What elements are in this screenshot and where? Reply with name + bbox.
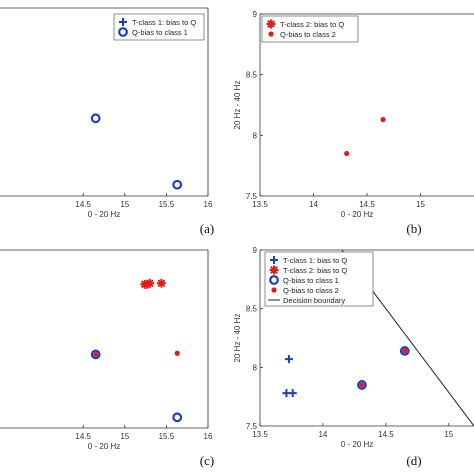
x-tick-label: 15.5: [159, 432, 175, 441]
legend-marker-plus: [119, 18, 127, 26]
legend-box: [113, 13, 205, 41]
data-point-ring: [90, 113, 101, 124]
data-point-plus: [288, 389, 297, 398]
panel-label: (c): [200, 453, 214, 468]
x-tick-label: 13.5: [252, 430, 268, 439]
legend-marker-dot: [271, 287, 277, 293]
data-point-dot: [359, 382, 365, 388]
y-tick-label: 9: [253, 10, 258, 19]
y-axis-label: 20 Hz - 40 Hz: [233, 314, 242, 363]
y-tick-label: 8.5: [246, 305, 258, 314]
data-point-ring: [172, 412, 183, 423]
panel-label: (a): [200, 221, 214, 236]
x-tick-label: 14.5: [75, 432, 91, 441]
x-tick-label: 15: [120, 432, 129, 441]
legend-marker-asterisk: [266, 19, 276, 29]
x-axis-label: 0 - 20 Hz: [341, 440, 373, 449]
legend-marker-ring: [269, 275, 279, 285]
data-point-plus: [284, 355, 293, 364]
panel-label: (b): [406, 221, 421, 236]
legend-label: T-class 1: bias to Q: [283, 256, 347, 265]
data-point-dot: [93, 351, 99, 358]
plot-area: [90, 278, 183, 423]
x-axis-label: 0 - 20 Hz: [341, 210, 373, 219]
legend-box: [261, 15, 359, 43]
legend: T-class 2: bias to QQ-bias to class 2: [261, 15, 359, 43]
y-tick-label: 7.5: [246, 422, 258, 431]
x-tick-label: 14: [318, 430, 327, 439]
y-tick-label: 7.5: [246, 192, 258, 201]
x-tick-label: 15: [416, 200, 425, 209]
x-tick-label: 16: [204, 432, 213, 441]
legend-marker-asterisk: [269, 265, 279, 275]
data-point-asterisk: [156, 278, 166, 288]
data-point-dot: [174, 350, 180, 356]
legend-marker-ring: [118, 27, 128, 37]
data-point-dot: [344, 150, 350, 157]
panel-a: 14.5 15 15.5 16 0 - 20 Hz T-class 1: bias to …: [0, 7, 214, 236]
legend-label: T-class 1: bias to Q: [132, 18, 196, 27]
y-tick-label: 8: [253, 131, 258, 140]
data-point-asterisk: [145, 278, 155, 288]
x-tick-label: 14.5: [359, 200, 375, 209]
legend: T-class 1: bias to QQ-bias to class 1: [113, 13, 205, 41]
legend-box: [264, 251, 374, 307]
legend: T-class 1: bias to QT-class 2: bias to Q…: [264, 251, 374, 307]
legend-label: T-class 2: bias to Q: [283, 266, 347, 275]
x-axis-label: 0 - 20 Hz: [88, 442, 120, 451]
legend-label: Q-bias to class 1: [132, 28, 188, 37]
panel-d: 13.5 14 14.5 15 7.5 8 8.5 9 0 - 20 Hz 20 Hz - 40 …: [233, 246, 474, 468]
data-point-ring: [399, 346, 410, 356]
data-point-dot: [380, 116, 386, 123]
y-axis-label: 20 Hz - 40 Hz: [233, 81, 242, 130]
data-point-ring: [172, 179, 183, 190]
data-point-dot: [402, 348, 408, 354]
x-tick-label: 14.5: [75, 200, 91, 209]
legend-label: Q-bias to class 2: [280, 30, 336, 39]
plot-area: [90, 113, 183, 190]
x-tick-label: 15: [120, 200, 129, 209]
x-tick-label: 16: [204, 200, 213, 209]
legend-label: Q-bias to class 2: [283, 286, 339, 295]
x-tick-label: 13.5: [252, 200, 268, 209]
legend-marker-dot: [268, 31, 274, 37]
legend-label: T-class 2: bias to Q: [280, 20, 344, 29]
legend-marker-plus: [270, 256, 278, 264]
panel-b: 13.5 14 14.5 15 7.5 8 8.5 9 0 - 20 Hz 20 Hz - 40 …: [233, 10, 474, 236]
x-tick-label: 15: [444, 430, 453, 439]
y-tick-label: 8.5: [246, 71, 258, 80]
y-tick-label: 8: [253, 363, 258, 372]
x-tick-label: 14.5: [378, 430, 394, 439]
x-axis-label: 0 - 20 Hz: [88, 210, 120, 219]
panel-c: 14.5 15 15.5 16 0 - 20 Hz (c): [0, 249, 214, 468]
x-tick-label: 14: [309, 200, 318, 209]
panel-label: (d): [406, 453, 421, 468]
legend-label: Q-bias to class 1: [283, 276, 339, 285]
y-tick-label: 9: [253, 246, 258, 255]
plot-area: [344, 116, 386, 157]
legend-label: Decision boundary: [283, 296, 345, 305]
data-point-ring: [357, 380, 367, 390]
x-tick-label: 15.5: [159, 200, 175, 209]
data-point-ring: [90, 349, 101, 360]
